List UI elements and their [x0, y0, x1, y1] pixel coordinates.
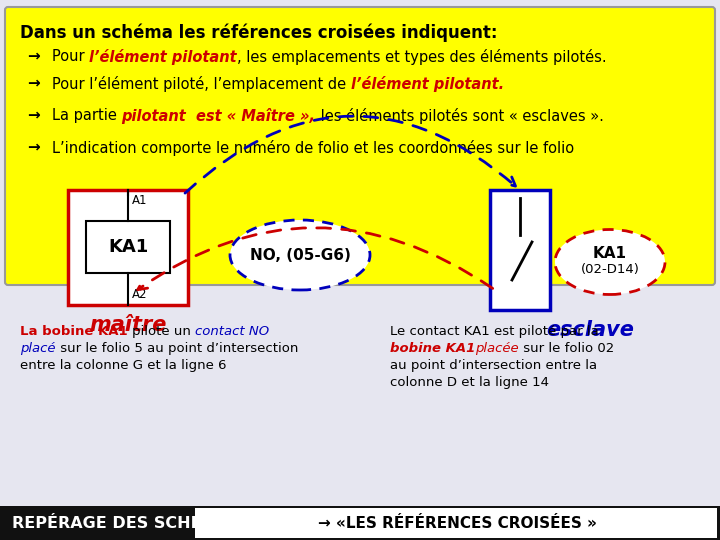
Text: La bobine: La bobine — [20, 325, 98, 338]
Text: A2: A2 — [132, 288, 148, 301]
Text: colonne D et la ligne 14: colonne D et la ligne 14 — [390, 376, 549, 389]
Ellipse shape — [555, 230, 665, 294]
Text: →: → — [28, 140, 46, 155]
Text: →: → — [28, 49, 46, 64]
Text: Le contact KA1 est piloté par la: Le contact KA1 est piloté par la — [390, 325, 599, 338]
Text: entre la colonne G et la ligne 6: entre la colonne G et la ligne 6 — [20, 359, 227, 372]
Text: l’élément pilotant: l’élément pilotant — [89, 49, 237, 65]
Text: bobine KA1: bobine KA1 — [390, 342, 475, 355]
Ellipse shape — [230, 220, 370, 290]
Text: REPÉRAGE DES SCHEMAS: REPÉRAGE DES SCHEMAS — [12, 516, 241, 530]
Text: KA1: KA1 — [108, 238, 148, 256]
Text: l’élément pilotant.: l’élément pilotant. — [351, 76, 504, 92]
Text: →: → — [28, 108, 46, 123]
Text: Pour: Pour — [52, 49, 89, 64]
Text: →: → — [28, 76, 46, 91]
Text: NO, (05-G6): NO, (05-G6) — [250, 247, 351, 262]
Bar — [0, 506, 720, 540]
Text: placé: placé — [20, 342, 55, 355]
Text: KA1: KA1 — [98, 325, 132, 338]
Text: L’indication comporte le numéro de folio et les coordonnées sur le folio: L’indication comporte le numéro de folio… — [52, 140, 574, 156]
Text: KA1: KA1 — [593, 246, 627, 261]
Text: maître: maître — [89, 315, 167, 335]
Text: pilote un: pilote un — [132, 325, 195, 338]
Text: Dans un schéma les références croisées indiquent:: Dans un schéma les références croisées i… — [20, 24, 498, 43]
Bar — [68, 190, 188, 305]
Bar — [195, 508, 717, 538]
Text: A1: A1 — [132, 194, 148, 207]
FancyBboxPatch shape — [5, 7, 715, 285]
Text: Pour l’élément piloté, l’emplacement de: Pour l’élément piloté, l’emplacement de — [52, 76, 351, 92]
Text: sur le folio 5 au point d’intersection: sur le folio 5 au point d’intersection — [55, 342, 298, 355]
Text: au point d’intersection entre la: au point d’intersection entre la — [390, 359, 597, 372]
Text: → «LES RÉFÉRENCES CROISÉES »: → «LES RÉFÉRENCES CROISÉES » — [318, 516, 597, 530]
Text: contact NO: contact NO — [195, 325, 269, 338]
Text: esclave: esclave — [546, 320, 634, 340]
Text: (02-D14): (02-D14) — [580, 264, 639, 276]
Bar — [490, 190, 550, 310]
Text: les éléments pilotés sont « esclaves ».: les éléments pilotés sont « esclaves ». — [315, 108, 603, 124]
Text: placée: placée — [475, 342, 519, 355]
Text: sur le folio 02: sur le folio 02 — [519, 342, 614, 355]
Text: La partie: La partie — [52, 108, 122, 123]
Text: , les emplacements et types des éléments pilotés.: , les emplacements et types des éléments… — [237, 49, 606, 65]
Text: pilotant  est « Maître »,: pilotant est « Maître », — [122, 108, 315, 124]
Bar — [86, 221, 170, 273]
